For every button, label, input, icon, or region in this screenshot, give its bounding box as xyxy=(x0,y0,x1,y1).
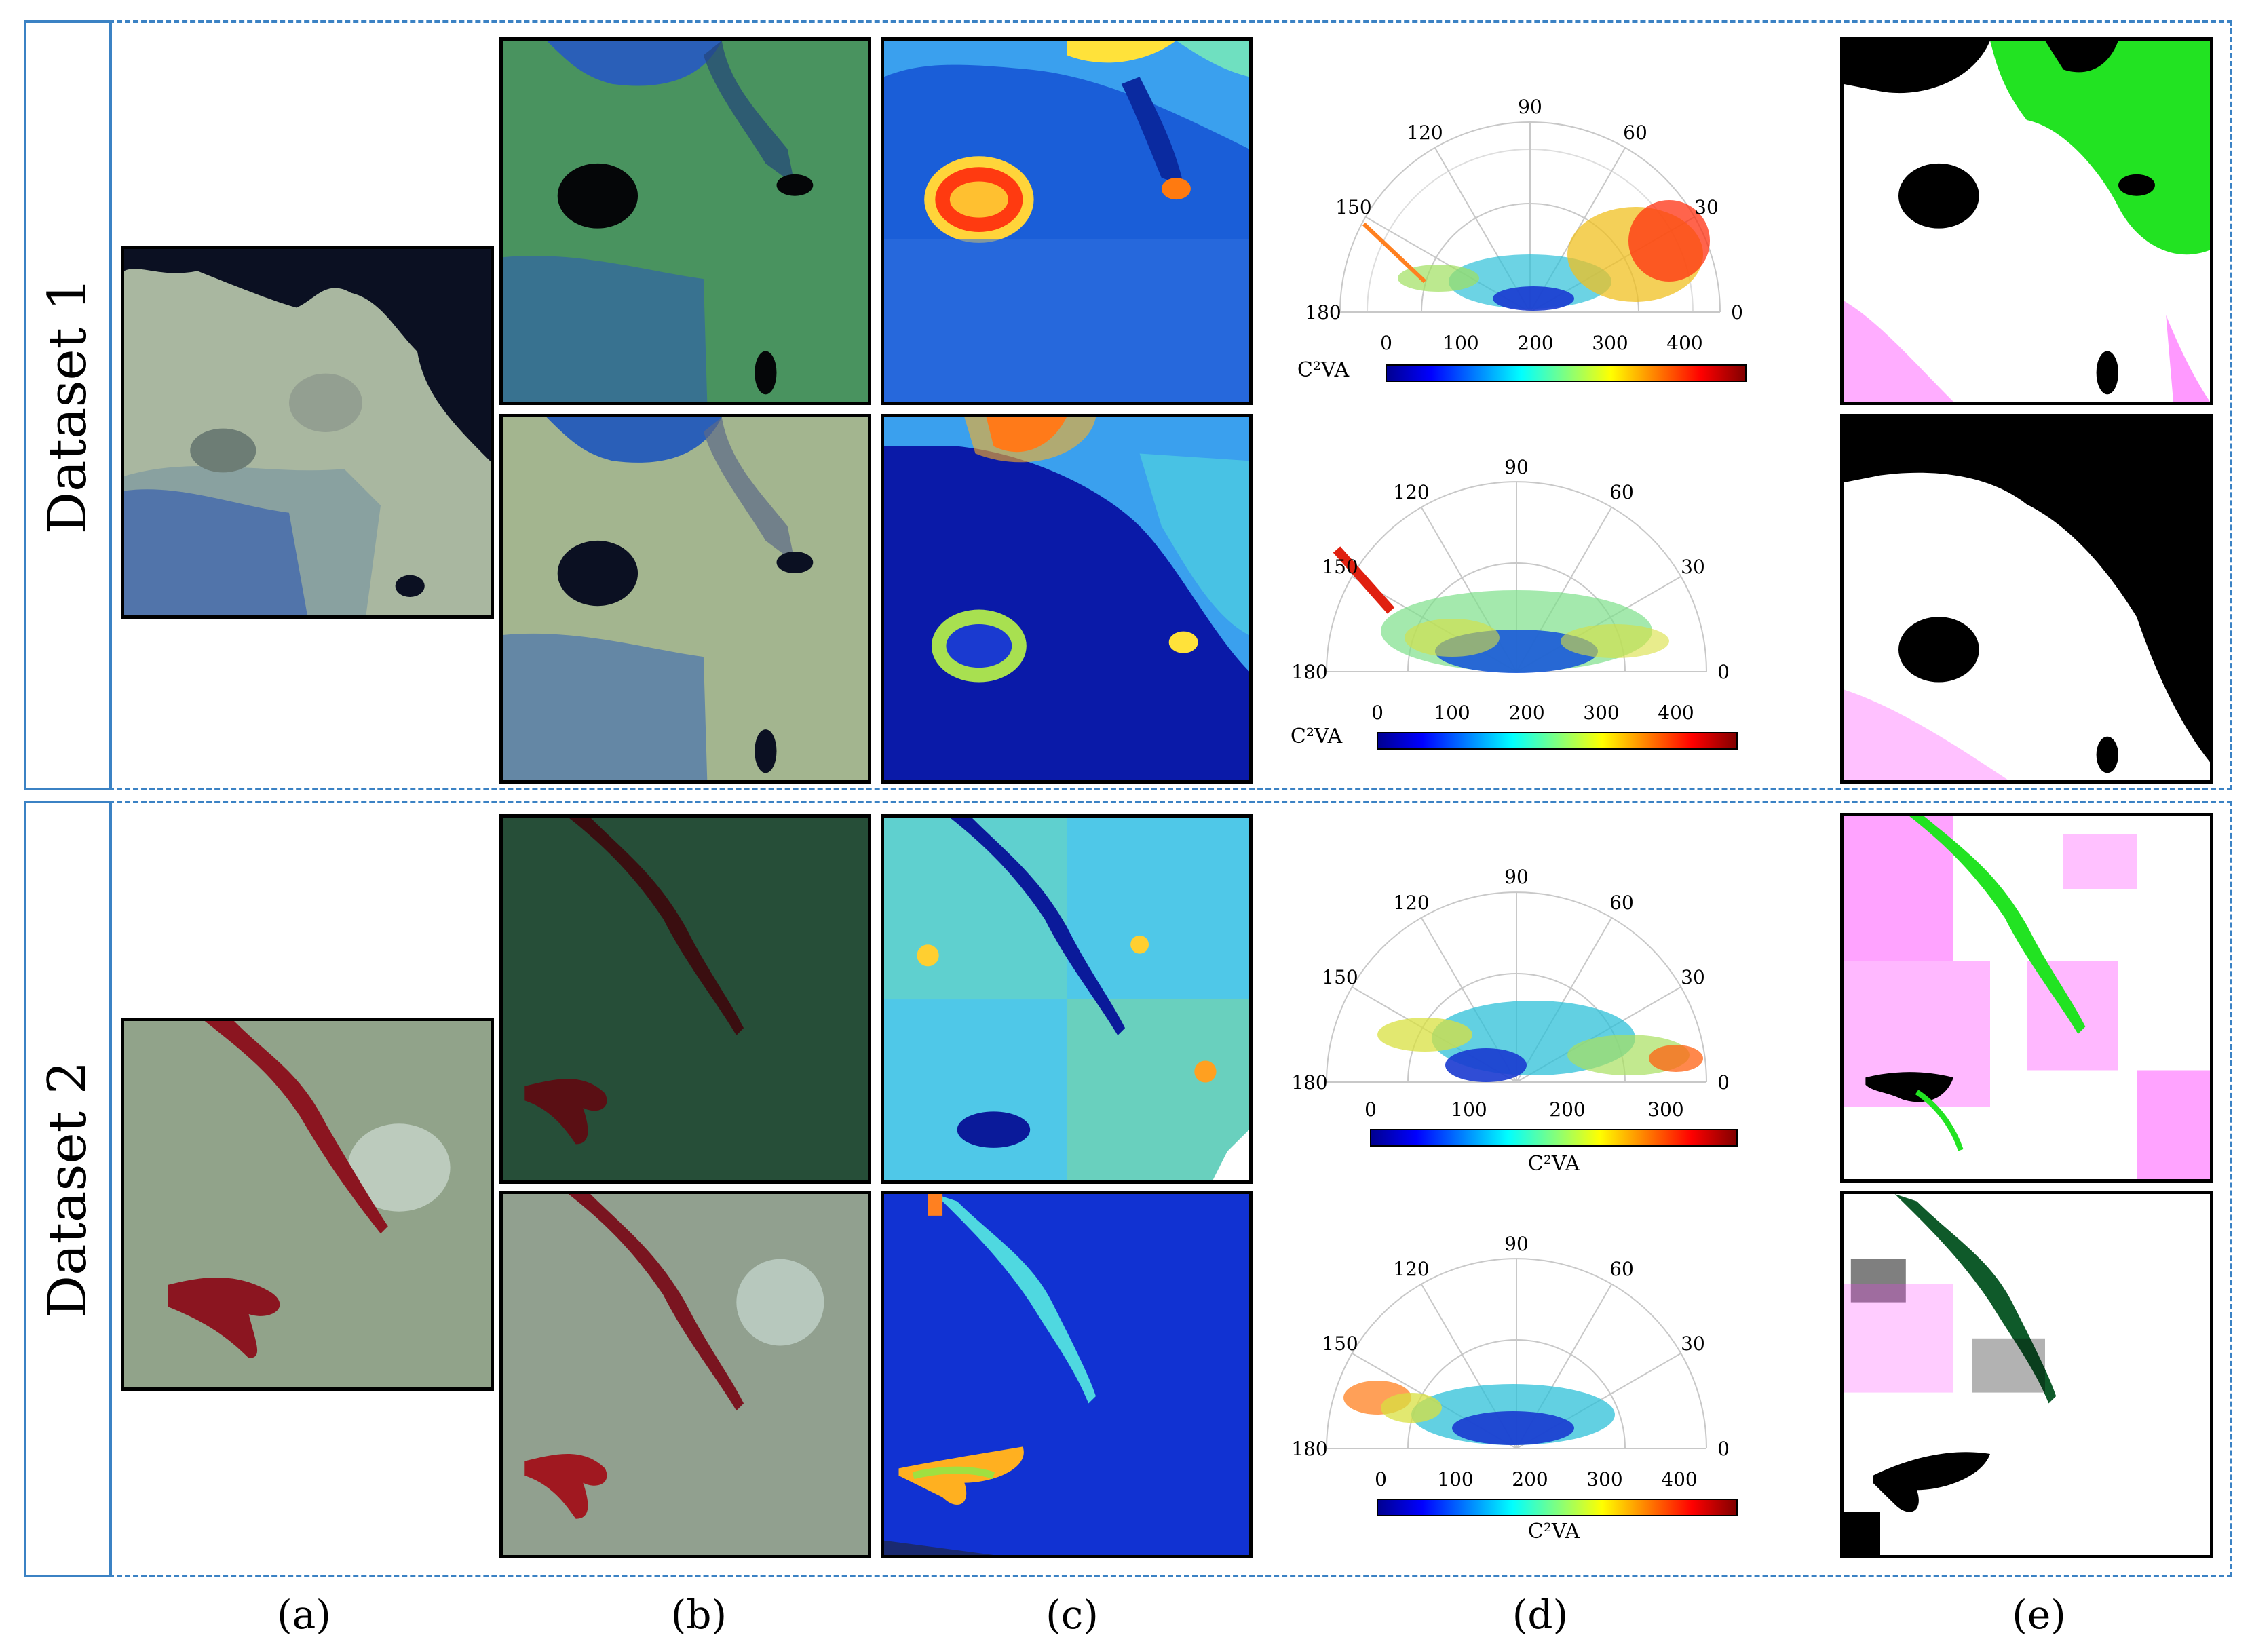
ds2-heatmap-t2 xyxy=(881,1191,1253,1558)
angle-tick-180: 180 xyxy=(1291,1071,1327,1094)
cbar-tick: 400 xyxy=(1658,702,1694,724)
ds1-change-map-2 xyxy=(1840,414,2213,784)
ds1-change-map-1 xyxy=(1840,37,2213,405)
colorbar-label: C²VA xyxy=(1528,1152,1580,1176)
ds2-image-t2 xyxy=(499,1191,871,1558)
cbar-tick: 100 xyxy=(1443,332,1478,354)
angle-tick-90: 90 xyxy=(1504,1233,1529,1255)
colorbar-label: C²VA xyxy=(1291,725,1343,748)
angle-tick-180: 180 xyxy=(1291,1438,1327,1460)
dataset-2-label: Dataset 2 xyxy=(37,1060,98,1318)
polar-scatter xyxy=(1343,1381,1615,1445)
dataset-1-label: Dataset 1 xyxy=(37,277,98,534)
colorbar xyxy=(1386,364,1747,382)
ds1-image-t1 xyxy=(499,37,871,405)
cbar-tick: 200 xyxy=(1549,1098,1585,1121)
ds1-image-t2 xyxy=(499,414,871,784)
cbar-tick: 300 xyxy=(1586,1468,1622,1491)
angle-tick-90: 90 xyxy=(1504,866,1529,888)
cbar-tick: 0 xyxy=(1371,702,1383,724)
cbar-tick: 200 xyxy=(1517,332,1553,354)
angle-tick-180: 180 xyxy=(1291,661,1327,683)
ds2-polar-plot-2: 90 120 60 150 30 180 0 0 100 200 300 400… xyxy=(1262,1191,1798,1560)
column-label-e: (e) xyxy=(2012,1592,2066,1638)
ds1-polar-plot-1: 90 120 60 150 30 180 0 0 100 200 300 400… xyxy=(1262,37,1798,404)
angle-tick-30: 30 xyxy=(1681,966,1705,988)
cbar-tick: 100 xyxy=(1437,1468,1473,1491)
angle-tick-90: 90 xyxy=(1504,456,1529,478)
angle-tick-60: 60 xyxy=(1609,481,1634,503)
colorbar xyxy=(1370,1129,1738,1147)
ds2-image-t1 xyxy=(499,814,871,1184)
angle-tick-0: 0 xyxy=(1717,1071,1730,1094)
angle-tick-60: 60 xyxy=(1609,1258,1634,1280)
angle-tick-120: 120 xyxy=(1407,121,1443,144)
angle-tick-150: 150 xyxy=(1322,556,1358,578)
dataset-1-label-box: Dataset 1 xyxy=(24,20,112,790)
ds2-change-map-1 xyxy=(1840,813,2213,1183)
column-label-b: (b) xyxy=(670,1592,727,1638)
cbar-tick: 0 xyxy=(1375,1468,1387,1491)
ds2-polar-plot-1: 90 120 60 150 30 180 0 0 100 200 300 C²V… xyxy=(1262,814,1798,1184)
cbar-tick: 100 xyxy=(1434,702,1470,724)
cbar-tick: 300 xyxy=(1583,702,1619,724)
angle-tick-60: 60 xyxy=(1623,121,1647,144)
ds1-heatmap-t2 xyxy=(881,414,1253,784)
cbar-tick: 200 xyxy=(1508,702,1544,724)
ds1-composite-image xyxy=(121,246,494,619)
dataset-2-label-box: Dataset 2 xyxy=(24,801,112,1577)
angle-tick-180: 180 xyxy=(1305,301,1341,324)
angle-tick-60: 60 xyxy=(1609,891,1634,914)
ds2-heatmap-t1 xyxy=(881,814,1253,1184)
angle-tick-120: 120 xyxy=(1393,891,1429,914)
cbar-tick: 400 xyxy=(1666,332,1702,354)
ds2-composite-image xyxy=(121,1018,494,1391)
angle-tick-30: 30 xyxy=(1694,196,1719,218)
polar-scatter xyxy=(1377,1001,1703,1082)
angle-tick-30: 30 xyxy=(1681,1332,1705,1355)
angle-tick-120: 120 xyxy=(1393,481,1429,503)
colorbar-label: C²VA xyxy=(1528,1520,1580,1543)
cbar-tick: 100 xyxy=(1451,1098,1487,1121)
colorbar xyxy=(1377,1499,1738,1516)
colorbar xyxy=(1377,732,1738,750)
cbar-tick: 0 xyxy=(1380,332,1392,354)
column-label-c: (c) xyxy=(1046,1592,1099,1638)
cbar-tick: 200 xyxy=(1512,1468,1548,1491)
ds2-change-map-2 xyxy=(1840,1191,2213,1558)
column-label-a: (a) xyxy=(277,1592,331,1638)
polar-scatter xyxy=(1333,546,1669,673)
cbar-tick: 300 xyxy=(1647,1098,1683,1121)
cbar-tick: 300 xyxy=(1592,332,1628,354)
column-label-d: (d) xyxy=(1512,1592,1569,1638)
angle-tick-0: 0 xyxy=(1717,661,1730,683)
angle-tick-120: 120 xyxy=(1393,1258,1429,1280)
polar-scatter xyxy=(1362,200,1710,311)
angle-tick-30: 30 xyxy=(1681,556,1705,578)
cbar-tick: 0 xyxy=(1364,1098,1377,1121)
angle-tick-150: 150 xyxy=(1335,196,1371,218)
angle-tick-150: 150 xyxy=(1322,1332,1358,1355)
colorbar-label: C²VA xyxy=(1297,358,1350,382)
angle-tick-150: 150 xyxy=(1322,966,1358,988)
ds1-polar-plot-2: 90 120 60 150 30 180 0 0 100 200 300 400… xyxy=(1262,414,1798,784)
cbar-tick: 400 xyxy=(1661,1468,1697,1491)
angle-tick-0: 0 xyxy=(1731,301,1743,324)
ds1-heatmap-t1 xyxy=(881,37,1253,405)
angle-tick-90: 90 xyxy=(1518,96,1542,118)
angle-tick-0: 0 xyxy=(1717,1438,1730,1460)
